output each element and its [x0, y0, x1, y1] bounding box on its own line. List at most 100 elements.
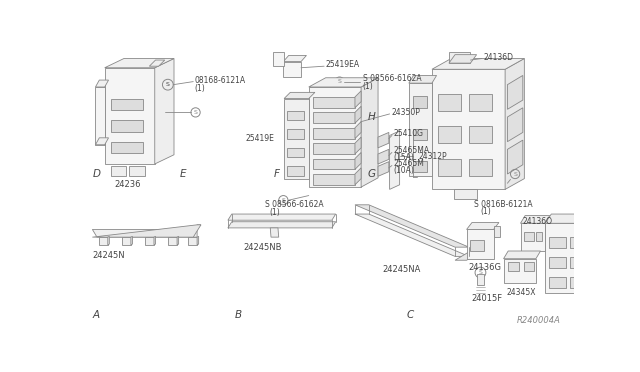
- Text: S: S: [338, 79, 342, 84]
- Polygon shape: [154, 236, 156, 245]
- Polygon shape: [545, 214, 598, 223]
- Bar: [413, 96, 428, 108]
- Polygon shape: [122, 237, 131, 245]
- Polygon shape: [432, 58, 524, 69]
- Bar: [111, 120, 143, 132]
- Bar: [273, 52, 284, 66]
- Polygon shape: [155, 58, 174, 164]
- Text: 24136O: 24136O: [522, 217, 552, 226]
- Polygon shape: [467, 222, 499, 230]
- Polygon shape: [378, 132, 389, 148]
- Polygon shape: [314, 158, 355, 169]
- Polygon shape: [284, 99, 308, 179]
- Text: 24345X: 24345X: [507, 288, 536, 297]
- Text: 25419E: 25419E: [245, 134, 274, 143]
- Bar: [570, 237, 587, 248]
- Text: (10A): (10A): [394, 166, 414, 176]
- Text: 24245NA: 24245NA: [382, 265, 420, 274]
- Bar: [477, 274, 484, 285]
- Polygon shape: [591, 214, 598, 293]
- Bar: [549, 257, 566, 268]
- Bar: [469, 94, 492, 111]
- Bar: [111, 99, 143, 110]
- Polygon shape: [95, 138, 109, 145]
- Bar: [570, 257, 587, 268]
- Text: H: H: [367, 112, 375, 122]
- Bar: [524, 232, 534, 241]
- Text: (1): (1): [269, 208, 280, 217]
- Polygon shape: [355, 91, 361, 108]
- Bar: [287, 111, 304, 120]
- Polygon shape: [508, 140, 523, 174]
- Polygon shape: [361, 78, 378, 187]
- Polygon shape: [545, 223, 591, 293]
- Bar: [111, 142, 143, 153]
- Polygon shape: [455, 251, 482, 260]
- Text: B: B: [234, 310, 241, 320]
- Bar: [524, 262, 534, 271]
- Text: S 0816B-6121A: S 0816B-6121A: [474, 199, 533, 209]
- Polygon shape: [92, 225, 201, 237]
- Bar: [508, 262, 519, 271]
- Bar: [287, 148, 304, 157]
- Polygon shape: [355, 168, 361, 185]
- Polygon shape: [284, 55, 307, 62]
- Polygon shape: [314, 174, 355, 185]
- Text: D: D: [92, 169, 100, 179]
- Text: 08168-6121A: 08168-6121A: [195, 76, 246, 84]
- Bar: [454, 189, 477, 199]
- Bar: [111, 166, 126, 176]
- Polygon shape: [314, 143, 355, 154]
- Text: 24245NB: 24245NB: [243, 243, 282, 253]
- Bar: [438, 94, 461, 111]
- Polygon shape: [505, 58, 524, 189]
- Text: (1): (1): [363, 82, 373, 91]
- Bar: [493, 226, 500, 237]
- Polygon shape: [390, 131, 399, 189]
- Polygon shape: [508, 76, 523, 109]
- Text: 25419EA: 25419EA: [326, 60, 360, 69]
- Bar: [470, 240, 484, 251]
- Polygon shape: [378, 150, 389, 164]
- Bar: [413, 161, 428, 173]
- Polygon shape: [168, 237, 177, 245]
- Polygon shape: [145, 237, 154, 245]
- Polygon shape: [355, 153, 361, 169]
- Text: S 08566-6162A: S 08566-6162A: [363, 74, 421, 83]
- Polygon shape: [355, 122, 361, 139]
- Polygon shape: [197, 236, 198, 245]
- Text: S: S: [513, 171, 517, 176]
- Polygon shape: [314, 128, 355, 139]
- Text: E: E: [180, 169, 187, 179]
- Polygon shape: [409, 76, 436, 83]
- Text: F: F: [274, 169, 280, 179]
- Polygon shape: [149, 60, 164, 66]
- Polygon shape: [92, 225, 201, 237]
- Text: R240004A: R240004A: [516, 316, 561, 325]
- Polygon shape: [188, 237, 197, 245]
- Polygon shape: [355, 205, 469, 247]
- Polygon shape: [105, 58, 174, 68]
- Polygon shape: [520, 223, 545, 251]
- Text: 24350P: 24350P: [391, 108, 420, 117]
- Polygon shape: [108, 236, 109, 245]
- Polygon shape: [308, 87, 361, 187]
- Bar: [549, 237, 566, 248]
- Text: 25410G: 25410G: [394, 129, 424, 138]
- Text: G: G: [367, 169, 376, 179]
- Text: S: S: [282, 198, 285, 203]
- Bar: [287, 166, 304, 176]
- Text: 24312P: 24312P: [418, 152, 447, 161]
- Polygon shape: [228, 214, 336, 220]
- Polygon shape: [378, 162, 389, 176]
- Bar: [570, 277, 587, 288]
- Polygon shape: [131, 236, 132, 245]
- Polygon shape: [95, 80, 109, 87]
- Text: S: S: [479, 270, 483, 275]
- Bar: [413, 129, 428, 140]
- Text: 25465MA: 25465MA: [394, 145, 429, 155]
- Bar: [449, 52, 470, 63]
- Bar: [549, 277, 566, 288]
- Polygon shape: [504, 251, 541, 259]
- Text: 24245N: 24245N: [92, 251, 125, 260]
